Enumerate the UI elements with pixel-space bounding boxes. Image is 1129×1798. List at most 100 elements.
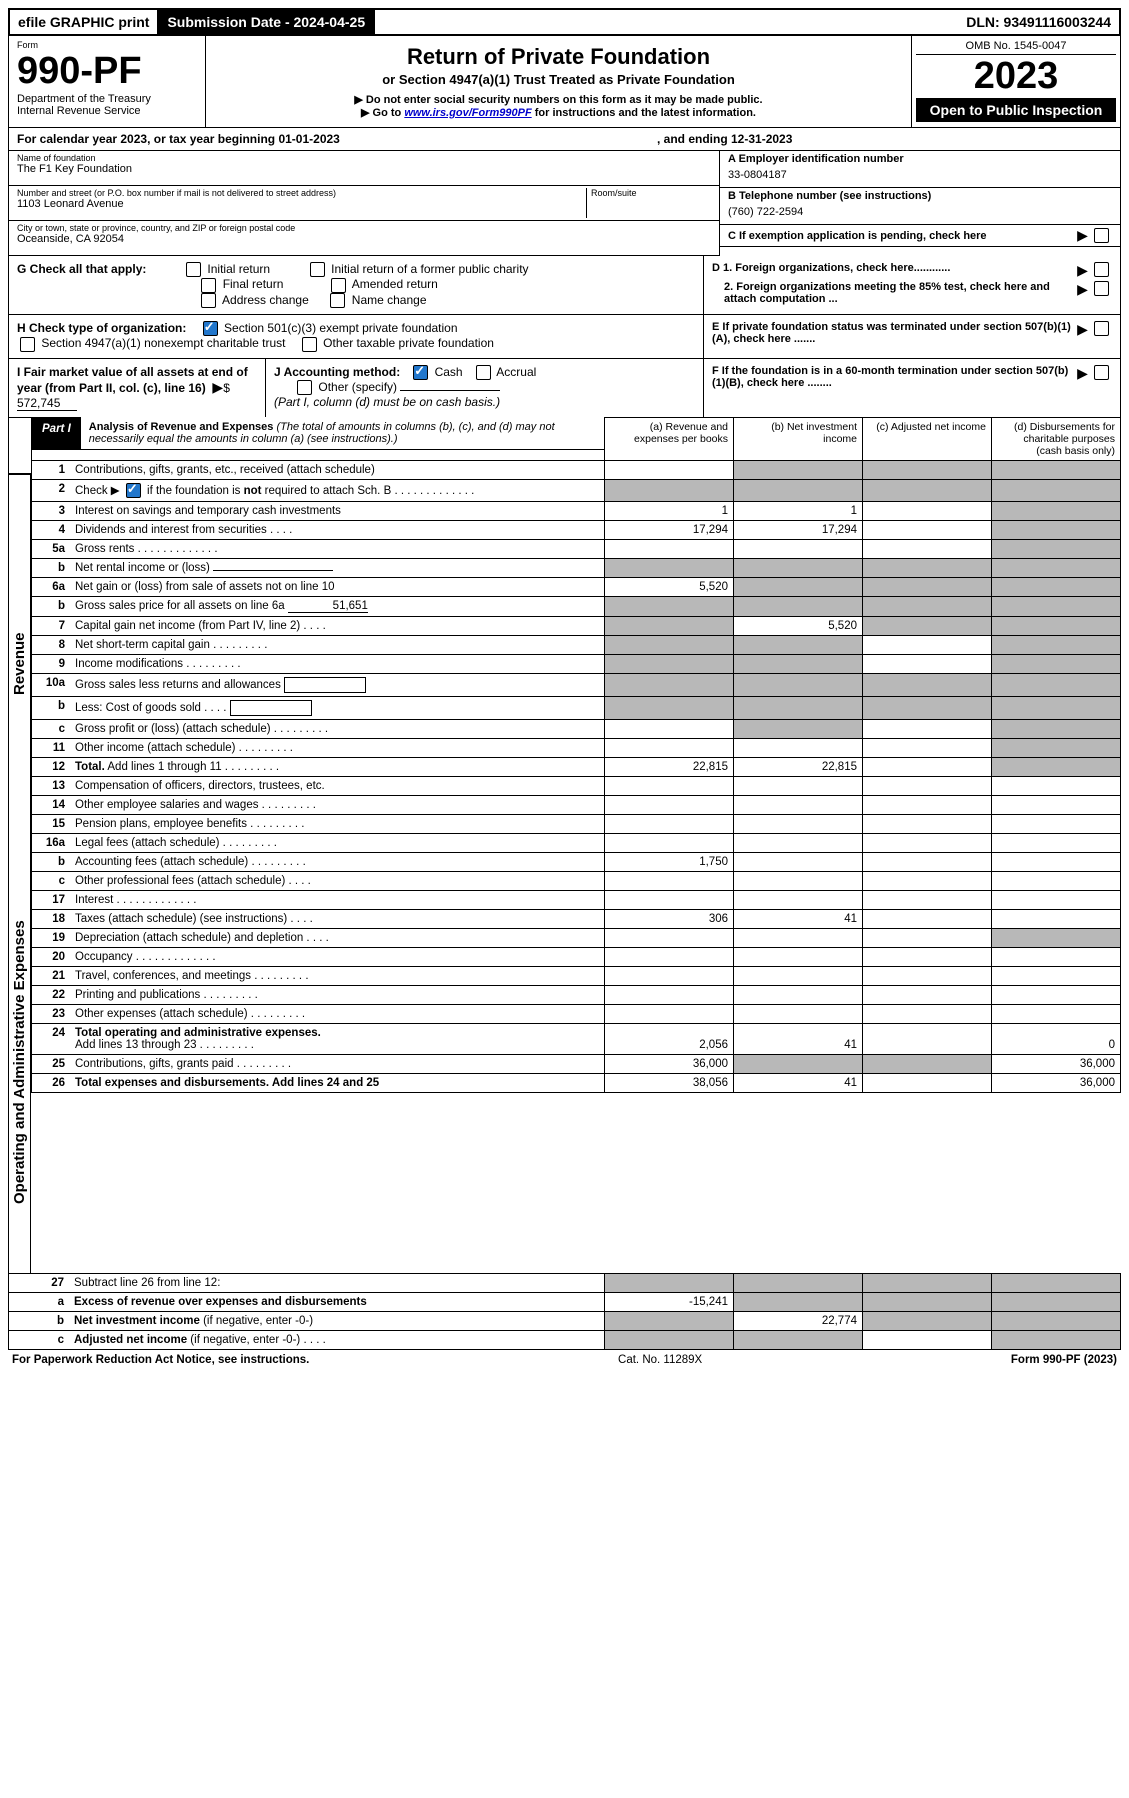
- entity-grid: Name of foundation The F1 Key Foundation…: [8, 151, 1121, 256]
- r5b-box[interactable]: [213, 570, 333, 571]
- section-g-d: G Check all that apply: Initial return I…: [8, 256, 1121, 315]
- g-name-checkbox[interactable]: [330, 293, 345, 308]
- arrow-icon: ▶: [212, 379, 223, 395]
- part1-table: Part I Analysis of Revenue and Expenses …: [31, 417, 1121, 1093]
- d2: 2. Foreign organizations meeting the 85%…: [724, 281, 1050, 305]
- h-other-checkbox[interactable]: [302, 337, 317, 352]
- row-1: 1Contributions, gifts, grants, etc., rec…: [32, 460, 1121, 479]
- r1: Contributions, gifts, grants, etc., rece…: [70, 460, 605, 479]
- cal-mid: , and ending: [657, 132, 731, 146]
- expenses-label: Operating and Administrative Expenses: [8, 852, 31, 1273]
- j-note: (Part I, column (d) must be on cash basi…: [274, 395, 500, 409]
- r10b-box[interactable]: [230, 700, 312, 716]
- r27: Subtract line 26 from line 12:: [69, 1273, 605, 1292]
- v7b: 5,520: [734, 617, 863, 636]
- form-header: Form 990-PF Department of the Treasury I…: [8, 36, 1121, 128]
- omb: OMB No. 1545-0047: [916, 40, 1116, 55]
- v25d: 36,000: [992, 1055, 1121, 1074]
- submission-date: Submission Date - 2024-04-25: [159, 10, 375, 34]
- dept: Department of the Treasury: [17, 93, 197, 105]
- v6a: 5,520: [605, 578, 734, 597]
- v3b: 1: [734, 502, 863, 521]
- v18b: 41: [734, 910, 863, 929]
- arrow-icon: ▶: [1077, 281, 1088, 305]
- e-label: E If private foundation status was termi…: [712, 321, 1071, 345]
- arrow-icon: ▶: [1077, 365, 1088, 389]
- r27a: Excess of revenue over expenses and disb…: [69, 1292, 605, 1311]
- footer: For Paperwork Reduction Act Notice, see …: [8, 1350, 1121, 1370]
- row-12: 12Total. Add lines 1 through 1122,81522,…: [32, 758, 1121, 777]
- g-address-checkbox[interactable]: [201, 293, 216, 308]
- r13: Compensation of officers, directors, tru…: [70, 777, 605, 796]
- r15: Pension plans, employee benefits: [70, 815, 605, 834]
- row-27a: aExcess of revenue over expenses and dis…: [9, 1292, 1121, 1311]
- d2-checkbox[interactable]: [1094, 281, 1109, 296]
- row-8: 8Net short-term capital gain: [32, 636, 1121, 655]
- r6a: Net gain or (loss) from sale of assets n…: [70, 578, 605, 597]
- g-amended-checkbox[interactable]: [331, 278, 346, 293]
- h-501c3-checkbox[interactable]: [203, 321, 218, 336]
- r27b: Net investment income (if negative, ente…: [69, 1311, 605, 1330]
- col-c: (c) Adjusted net income: [863, 417, 992, 460]
- tax-year: 2023: [916, 55, 1116, 98]
- v12a: 22,815: [605, 758, 734, 777]
- g-opt-1: Final return: [223, 277, 284, 291]
- r17: Interest: [70, 891, 605, 910]
- r21: Travel, conferences, and meetings: [70, 967, 605, 986]
- g-final-checkbox[interactable]: [201, 278, 216, 293]
- j-other-checkbox[interactable]: [297, 380, 312, 395]
- address: 1103 Leonard Avenue: [17, 198, 582, 210]
- r23: Other expenses (attach schedule): [70, 1005, 605, 1024]
- d1-checkbox[interactable]: [1094, 262, 1109, 277]
- instr2-post: for instructions and the latest informat…: [532, 107, 756, 119]
- calendar-year-row: For calendar year 2023, or tax year begi…: [8, 128, 1121, 151]
- g-opt-4: Amended return: [352, 277, 438, 291]
- phone: (760) 722-2594: [728, 202, 1112, 222]
- r2pre: Check ▶: [75, 485, 120, 497]
- e-checkbox[interactable]: [1094, 321, 1109, 336]
- v4a: 17,294: [605, 521, 734, 540]
- j-other-field[interactable]: [400, 390, 500, 391]
- h-label: H Check type of organization:: [17, 321, 186, 335]
- v18a: 306: [605, 910, 734, 929]
- part1-label: Part I: [32, 417, 81, 449]
- form-link[interactable]: www.irs.gov/Form990PF: [404, 107, 531, 119]
- h-opt3: Other taxable private foundation: [323, 336, 494, 350]
- v27aa: -15,241: [605, 1292, 734, 1311]
- j-accrual: Accrual: [496, 365, 536, 379]
- revenue-label: Revenue: [8, 474, 31, 852]
- r8: Net short-term capital gain: [70, 636, 605, 655]
- j-accrual-checkbox[interactable]: [476, 365, 491, 380]
- arrow-icon: ▶: [1077, 227, 1088, 244]
- row-10c: cGross profit or (loss) (attach schedule…: [32, 720, 1121, 739]
- g-initial-checkbox[interactable]: [186, 262, 201, 277]
- row-16a: 16aLegal fees (attach schedule): [32, 834, 1121, 853]
- room-label: Room/suite: [591, 188, 711, 198]
- j-cash-checkbox[interactable]: [413, 365, 428, 380]
- efile-label: efile GRAPHIC print: [10, 10, 159, 34]
- row-18: 18Taxes (attach schedule) (see instructi…: [32, 910, 1121, 929]
- r16c: Other professional fees (attach schedule…: [70, 872, 605, 891]
- row-6b: bGross sales price for all assets on lin…: [32, 597, 1121, 617]
- f-checkbox[interactable]: [1094, 365, 1109, 380]
- r14: Other employee salaries and wages: [70, 796, 605, 815]
- g-former-checkbox[interactable]: [310, 262, 325, 277]
- r25: Contributions, gifts, grants paid: [70, 1055, 605, 1074]
- g-opt-0: Initial return: [207, 262, 270, 276]
- v24b: 41: [734, 1024, 863, 1055]
- row-19: 19Depreciation (attach schedule) and dep…: [32, 929, 1121, 948]
- h-4947-checkbox[interactable]: [20, 337, 35, 352]
- c-checkbox[interactable]: [1094, 228, 1109, 243]
- r2post: if the foundation is not required to att…: [144, 485, 391, 497]
- row-20: 20Occupancy: [32, 948, 1121, 967]
- r2: Check ▶ if the foundation is not require…: [70, 479, 605, 501]
- instr1: ▶ Do not enter social security numbers o…: [214, 93, 903, 106]
- v24d: 0: [992, 1024, 1121, 1055]
- row-4: 4Dividends and interest from securities1…: [32, 521, 1121, 540]
- instr2: ▶ Go to www.irs.gov/Form990PF for instru…: [214, 106, 903, 119]
- row-5a: 5aGross rents: [32, 540, 1121, 559]
- cal-pre: For calendar year 2023, or tax year begi…: [17, 132, 278, 146]
- r10a-box[interactable]: [284, 677, 366, 693]
- r2-checkbox[interactable]: [126, 483, 141, 498]
- r9: Income modifications: [70, 655, 605, 674]
